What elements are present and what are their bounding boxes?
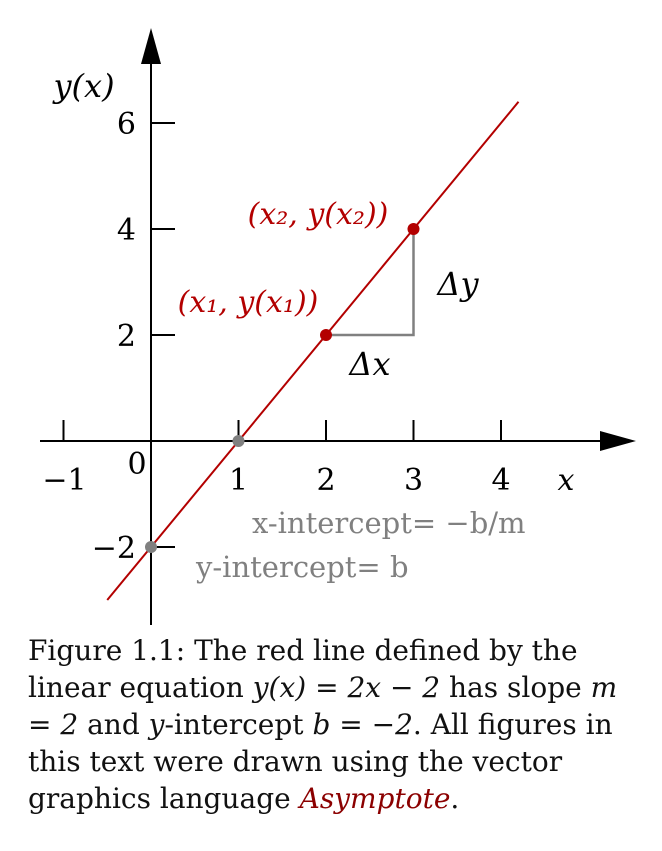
- x-tick-label: 3: [404, 463, 423, 498]
- x-tick-label: −1: [42, 463, 86, 498]
- intercept-point: [232, 435, 245, 447]
- data-point: [407, 223, 420, 235]
- y-tick-label: 4: [117, 213, 136, 248]
- x-tick-label: 2: [316, 463, 335, 498]
- point-label-1: (x₁, y(x₁)): [178, 285, 319, 320]
- line-chart: −1 0 1 2 3 4 6 4 2 −2 y(x) x (x₁, y(x₁)) (x₂, y(x₂))…: [40, 28, 636, 625]
- caption-text-6: .: [450, 782, 460, 815]
- caption-text-3: and: [78, 708, 149, 741]
- y-tick-label: 2: [117, 319, 136, 354]
- caption-equation: y(x) = 2x − 2: [252, 671, 441, 704]
- figure-number: 1.1: [131, 634, 176, 667]
- y-tick-label: 6: [117, 107, 136, 142]
- x-axis-arrow: [600, 431, 636, 451]
- slope-triangle: [326, 229, 415, 337]
- caption-intercept: b = −2: [312, 708, 413, 741]
- asymptote-link[interactable]: Asymptote: [299, 782, 451, 815]
- intercept-point: [145, 541, 157, 553]
- x-intercept-label: x-intercept= −b/m: [252, 506, 526, 540]
- caption-y-var: y: [148, 708, 165, 741]
- delta-y-label: Δy: [435, 265, 479, 303]
- y-intercept-label: y-intercept= b: [195, 550, 409, 584]
- point-label-2: (x₂, y(x₂)): [248, 197, 389, 232]
- ticks: −1 0 1 2 3 4 6 4 2 −2: [42, 107, 510, 566]
- x-tick-label: 4: [491, 463, 510, 498]
- x-tick-label: 0: [127, 447, 146, 482]
- axes: [40, 28, 636, 625]
- caption-text-5: . All figures in this text were drawn us…: [28, 708, 613, 815]
- y-axis-label: y(x): [51, 67, 114, 105]
- delta-x-label: Δx: [347, 345, 390, 383]
- caption-text-2: has slope: [440, 671, 591, 704]
- labels: y(x) x (x₁, y(x₁)) (x₂, y(x₂)) Δx Δy x-interce…: [51, 67, 574, 584]
- x-tick-label: 1: [229, 463, 248, 498]
- series-line: [106, 101, 520, 601]
- caption-text-4: -intercept: [164, 708, 313, 741]
- y-tick-label: −2: [92, 531, 136, 566]
- x-axis-label: x: [558, 463, 575, 498]
- caption-slope: m = 2: [28, 671, 618, 741]
- figure-caption: Figure 1.1: The red line defined by the …: [28, 632, 618, 817]
- caption-text-1: : The red line defined by the linear equ…: [28, 634, 578, 704]
- figure-label: Figure: [28, 634, 123, 667]
- y-axis-arrow: [141, 28, 161, 64]
- marks: [106, 101, 520, 601]
- data-point: [320, 329, 332, 341]
